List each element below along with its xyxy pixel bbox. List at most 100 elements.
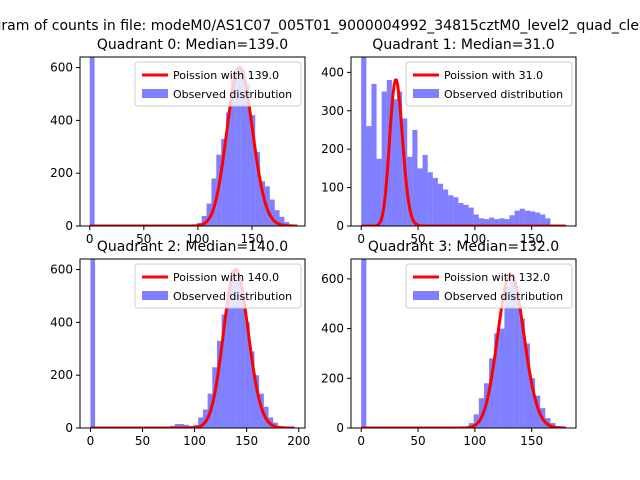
x-tick-label: 50: [135, 434, 150, 448]
x-tick-label: 150: [235, 434, 258, 448]
y-tick-label: 200: [50, 368, 73, 382]
histogram-bar: [437, 183, 444, 226]
y-tick-label: 0: [65, 421, 73, 435]
histogram-bar: [245, 83, 251, 226]
histogram-bar: [478, 398, 484, 428]
histogram-bar: [198, 417, 203, 428]
histogram-bar: [221, 314, 227, 428]
subplot-title: Quadrant 3: Median=132.0: [368, 239, 559, 255]
legend-label-observed: Observed distribution: [444, 290, 563, 303]
x-tick-label: 150: [520, 232, 543, 246]
x-tick-label: 100: [186, 232, 209, 246]
histogram-bar: [473, 414, 479, 428]
y-tick-label: 400: [50, 113, 73, 127]
histogram-bar: [529, 211, 536, 226]
y-tick-label: 600: [321, 272, 344, 286]
y-tick-label: 300: [321, 104, 344, 118]
legend: Poission with 140.0 Observed distribution: [134, 263, 302, 309]
histogram-bar: [184, 424, 189, 428]
histogram-bar: [216, 340, 222, 428]
y-tick-label: 200: [321, 371, 344, 385]
histogram-bar: [514, 210, 520, 226]
y-tick-label: 0: [65, 219, 73, 233]
histogram-bar: [226, 112, 231, 226]
x-tick-label: 50: [410, 434, 425, 448]
y-tick-label: 400: [50, 315, 73, 329]
legend: Poission with 132.0 Observed distribution: [405, 263, 573, 309]
subplot-title: Quadrant 0: Median=139.0: [97, 37, 288, 53]
histogram-bar: [412, 129, 418, 226]
histogram-bar: [489, 217, 495, 226]
histogram-bar: [221, 138, 227, 226]
y-tick-label: 600: [50, 61, 73, 75]
histogram-bar: [540, 214, 546, 226]
x-tick-label: 0: [357, 232, 365, 246]
histogram-bar: [443, 189, 449, 226]
histogram-bar: [504, 286, 510, 428]
histogram-bar: [422, 154, 428, 226]
histogram-bar: [240, 70, 246, 226]
histogram-bar: [463, 204, 469, 226]
histogram-bar: [458, 202, 464, 226]
legend-label-poisson: Poission with 139.0: [173, 69, 279, 82]
histogram-bar: [529, 378, 536, 428]
histogram-bar: [417, 168, 423, 226]
histogram-bar: [174, 424, 180, 428]
legend-box: [405, 263, 573, 309]
histogram-bar: [230, 75, 236, 226]
histogram-bar: [361, 57, 367, 226]
histogram-bar: [473, 214, 479, 226]
x-tick-label: 100: [463, 232, 486, 246]
histogram-bar: [254, 375, 260, 428]
x-tick-label: 0: [87, 434, 95, 448]
x-tick-label: 150: [241, 232, 264, 246]
legend: Poission with 31.0 Observed distribution: [405, 61, 573, 107]
histogram-bar: [514, 291, 520, 428]
histogram-bar: [371, 83, 377, 226]
legend-swatch-observed: [413, 89, 439, 98]
histogram-bar: [478, 218, 484, 226]
y-tick-label: 200: [50, 166, 73, 180]
legend-label-poisson: Poission with 31.0: [444, 69, 543, 82]
legend-box: [134, 263, 302, 309]
histogram-bar: [255, 152, 261, 226]
histogram-bar: [260, 181, 265, 226]
x-tick-label: 0: [357, 434, 365, 448]
histogram-bar: [509, 215, 515, 226]
histogram-bar: [509, 273, 515, 428]
histogram-bar: [494, 333, 500, 428]
x-tick-label: 50: [410, 232, 425, 246]
legend: Poission with 139.0 Observed distribution: [134, 61, 302, 107]
y-tick-label: 100: [321, 181, 344, 195]
histogram-bar: [519, 318, 525, 428]
plot-area: [360, 57, 567, 226]
legend-label-observed: Observed distribution: [173, 88, 292, 101]
legend-swatch-observed: [142, 89, 168, 98]
histogram-bar: [407, 156, 413, 226]
y-tick-label: 400: [321, 65, 344, 79]
histogram-bar: [453, 197, 459, 226]
histogram-bar: [284, 222, 290, 226]
histogram-bar: [279, 216, 285, 226]
histogram-bar: [250, 115, 256, 226]
subplots: Quadrant 0: Median=139.0 0 50 100 150 0 200 400…: [50, 37, 577, 448]
histogram-bar: [240, 295, 246, 428]
histogram-bar: [245, 322, 250, 428]
subplot-bottom-left: Quadrant 2: Median=140.0 0 50 100 150 200 0 200…: [50, 239, 310, 448]
x-tick-label: 150: [520, 434, 543, 448]
legend-swatch-observed: [142, 291, 168, 300]
histogram-bar: [269, 199, 275, 226]
histogram-bar: [89, 57, 95, 226]
histogram-bar: [499, 328, 505, 428]
histogram-bar: [504, 219, 510, 226]
histogram-bar: [524, 343, 530, 428]
histogram-bar: [235, 280, 241, 428]
x-tick-label: 100: [183, 434, 206, 448]
histogram-bar: [361, 259, 367, 428]
y-tick-label: 600: [50, 263, 73, 277]
axes-frame: [350, 258, 577, 429]
axes-frame: [79, 56, 306, 227]
histogram-bar: [90, 259, 96, 428]
histogram-bar: [235, 67, 241, 226]
